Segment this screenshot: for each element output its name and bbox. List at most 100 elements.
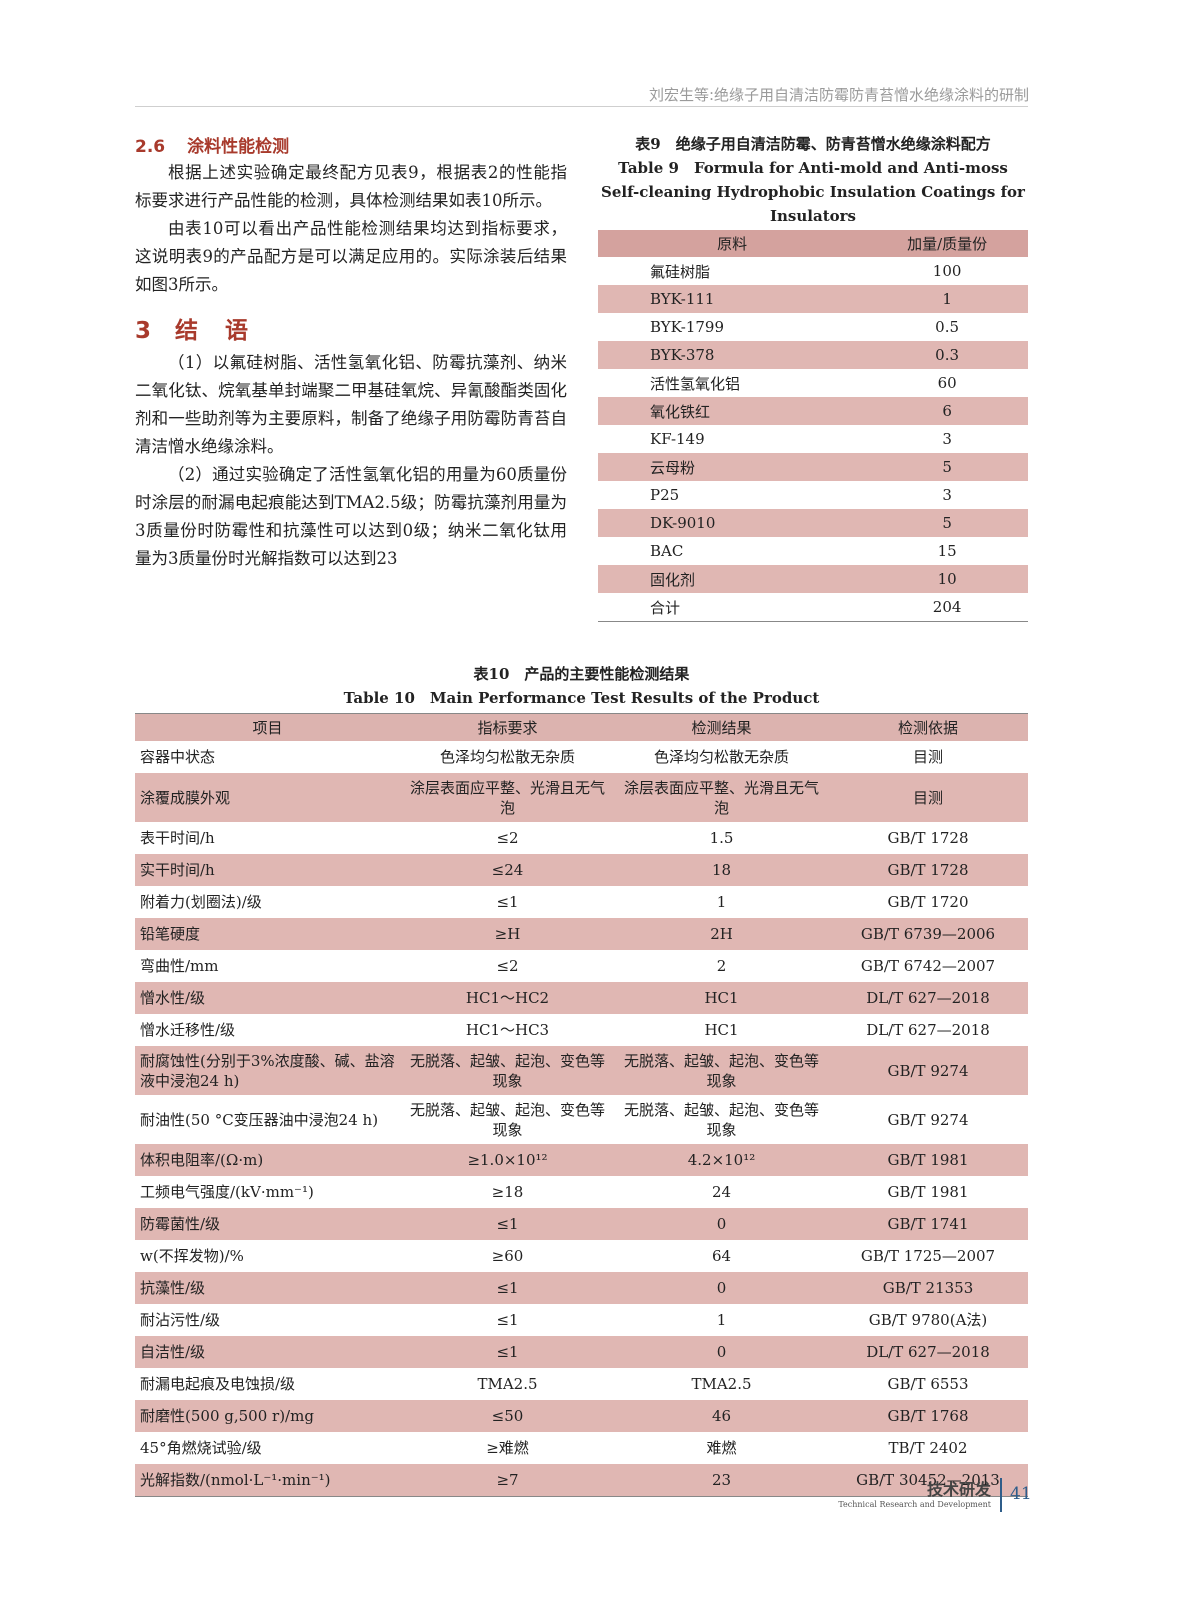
- table-row: 表干时间/h ≤2 1.5 GB/T 1728: [135, 822, 1028, 854]
- table-cell: ≥H: [400, 918, 615, 950]
- table-cell: GB/T 6739—2006: [828, 918, 1028, 950]
- table-cell: 100: [932, 262, 962, 280]
- table-cell: ≥1.0×10¹²: [400, 1144, 615, 1176]
- table-cell: 活性氢氧化铝: [650, 374, 741, 393]
- table-cell: TB/T 2402: [888, 1439, 968, 1457]
- table-cell: 耐磨性(500 g,500 r)/mg: [135, 1400, 400, 1432]
- table-cell: 0: [615, 1208, 828, 1240]
- table-cell: HC1～HC3: [465, 1021, 550, 1039]
- table-cell: 涂层表面应平整、光滑且无气泡: [400, 773, 615, 822]
- table-cell: 0.5: [935, 318, 960, 336]
- table-cell: 3: [942, 430, 952, 448]
- table-cell: 耐沾污性/级: [140, 1311, 221, 1329]
- table-cell: 耐油性(50 °C变压器油中浸泡24 h): [140, 1110, 379, 1129]
- table-cell: ≥60: [491, 1247, 524, 1265]
- table-row: 自洁性/级 ≤1 0 DL/T 627—2018: [135, 1336, 1028, 1368]
- table-cell: GB/T 1725—2007: [860, 1247, 996, 1265]
- table-cell: 铅笔硬度: [135, 918, 400, 950]
- table-9: 表9 绝缘子用自清洁防霉、防青苔憎水绝缘涂料配方 Table 9 Formula…: [598, 132, 1028, 622]
- table-cell: 0: [615, 1272, 828, 1304]
- table-row: 耐油性(50 °C变压器油中浸泡24 h) 无脱落、起皱、起泡、变色等现象 无脱落、…: [135, 1095, 1028, 1144]
- table-row: BYK-378 0.3: [598, 341, 1028, 369]
- table-row: 耐漏电起痕及电蚀损/级 TMA2.5 TMA2.5 GB/T 6553: [135, 1368, 1028, 1400]
- table-row: 云母粉 5: [598, 453, 1028, 481]
- table-row: 氟硅树脂 100: [598, 257, 1028, 285]
- table-cell: 弯曲性/mm: [140, 957, 219, 975]
- footer-section-en: Technical Research and Development: [838, 1500, 991, 1509]
- table-row: 光解指数/(nmol·L⁻¹·min⁻¹) ≥7 23 GB/T 30452—2013: [135, 1464, 1028, 1497]
- table-row: 铅笔硬度 ≥H 2H GB/T 6739—2006: [135, 918, 1028, 950]
- table-cell: 2H: [615, 918, 828, 950]
- table-10-caption-en: Table 10 Main Performance Test Results o…: [343, 689, 820, 707]
- table-row: BYK-1799 0.5: [598, 313, 1028, 341]
- table-cell: GB/T 6553: [887, 1375, 969, 1393]
- column-header: 原料: [598, 230, 867, 257]
- table-cell: 氟硅树脂: [650, 262, 711, 281]
- table-cell: GB/T 9274: [887, 1110, 969, 1129]
- table-cell: GB/T 1741: [828, 1208, 1028, 1240]
- table-cell: ≤1: [496, 1311, 519, 1329]
- table-cell: HC1: [704, 1021, 739, 1039]
- table-cell: BYK-1799: [650, 318, 725, 336]
- table-cell: ≥难燃: [486, 1439, 529, 1457]
- table-row: KF-149 3: [598, 425, 1028, 453]
- table-cell: 0.3: [866, 341, 1028, 369]
- table-cell: GB/T 1768: [828, 1400, 1028, 1432]
- paragraph: （2）通过实验确定了活性氢氧化铝的用量为60质量份时涂层的耐漏电起痕能达到TMA…: [135, 465, 567, 568]
- table-row: 憎水性/级 HC1～HC2 HC1 DL/T 627—2018: [135, 982, 1028, 1014]
- table-cell: 1: [716, 893, 727, 911]
- table-cell: 憎水性/级: [135, 982, 400, 1014]
- table-cell: 体积电阻率/(Ω·m): [135, 1144, 400, 1176]
- table-cell: 氧化铁红: [598, 397, 867, 425]
- table-cell: 容器中状态: [140, 748, 216, 766]
- table-cell: 目测: [828, 773, 1028, 822]
- column-header: 检测依据: [828, 713, 1028, 741]
- table-row: P25 3: [598, 481, 1028, 509]
- table-cell: ≤1: [400, 1272, 615, 1304]
- table-cell: 45°角燃烧试验/级: [140, 1439, 262, 1457]
- table-cell: 光解指数/(nmol·L⁻¹·min⁻¹): [135, 1464, 400, 1497]
- table-cell: ≤1: [400, 1336, 615, 1368]
- section-title: 涂料性能检测: [187, 137, 290, 157]
- table-cell: 23: [615, 1464, 828, 1497]
- table-cell: GB/T 30452—2013: [828, 1464, 1028, 1497]
- column-header: 项目: [135, 713, 400, 741]
- table-cell: 工频电气强度/(kV·mm⁻¹): [140, 1183, 314, 1201]
- table-10-grid: 项目 指标要求 检测结果 检测依据 容器中状态 色泽均匀松散无杂质 色泽均匀松散无杂…: [135, 713, 1028, 1497]
- table-cell: TMA2.5: [691, 1375, 752, 1393]
- table-cell: 合计: [650, 598, 681, 617]
- table-row: BYK-111 1: [598, 285, 1028, 313]
- table-row: 实干时间/h ≤24 18 GB/T 1728: [135, 854, 1028, 886]
- table-cell: 64: [711, 1247, 732, 1265]
- table-cell: 0: [615, 1336, 828, 1368]
- section-3-heading: 3 结 语: [135, 311, 567, 345]
- table-row: 活性氢氧化铝 60: [598, 369, 1028, 397]
- table-cell: 表干时间/h: [140, 829, 215, 847]
- table-cell: ≤2: [496, 957, 519, 975]
- table-row: 防霉菌性/级 ≤1 0 GB/T 1741: [135, 1208, 1028, 1240]
- table-row: 耐腐蚀性(分别于3%浓度酸、碱、盐溶液中浸泡24 h) 无脱落、起皱、起泡、变色等…: [135, 1046, 1028, 1095]
- table-row: 工频电气强度/(kV·mm⁻¹) ≥18 24 GB/T 1981: [135, 1176, 1028, 1208]
- table-10: 表10 产品的主要性能检测结果 Table 10 Main Performanc…: [135, 662, 1028, 1497]
- table-cell: 4.2×10¹²: [615, 1144, 828, 1176]
- table-cell: 耐漏电起痕及电蚀损/级: [140, 1375, 296, 1393]
- table-cell: 5: [866, 509, 1028, 537]
- table-row: 固化剂 10: [598, 565, 1028, 593]
- table-cell: 无脱落、起皱、起泡、变色等现象: [409, 1100, 605, 1139]
- table-row: 氧化铁红 6: [598, 397, 1028, 425]
- section-title: 结 语: [175, 318, 251, 344]
- table-row: 合计 204: [598, 593, 1028, 622]
- table-row: 体积电阻率/(Ω·m) ≥1.0×10¹² 4.2×10¹² GB/T 1981: [135, 1144, 1028, 1176]
- table-9-grid: 原料 加量/质量份 氟硅树脂 100 BYK-111 1 BYK-1799 0.5 BYK-…: [598, 230, 1028, 622]
- header-rule: [135, 106, 1028, 107]
- table-cell: 色泽均匀松散无杂质: [439, 748, 575, 766]
- table-cell: GB/T 1981: [828, 1144, 1028, 1176]
- table-row: DK-9010 5: [598, 509, 1028, 537]
- table-cell: 3: [942, 486, 952, 504]
- table-cell: P25: [650, 486, 680, 504]
- column-header: 加量/质量份: [866, 230, 1028, 257]
- table-9-caption-en: Table 9 Formula for Anti-mold and Anti-m…: [601, 159, 1025, 225]
- section-number: 2.6: [135, 137, 166, 157]
- paragraph: （1）以氟硅树脂、活性氢氧化铝、防霉抗藻剂、纳米二氧化钛、烷氧基单封端聚二甲基硅…: [135, 353, 567, 456]
- table-cell: 无脱落、起皱、起泡、变色等现象: [623, 1100, 819, 1139]
